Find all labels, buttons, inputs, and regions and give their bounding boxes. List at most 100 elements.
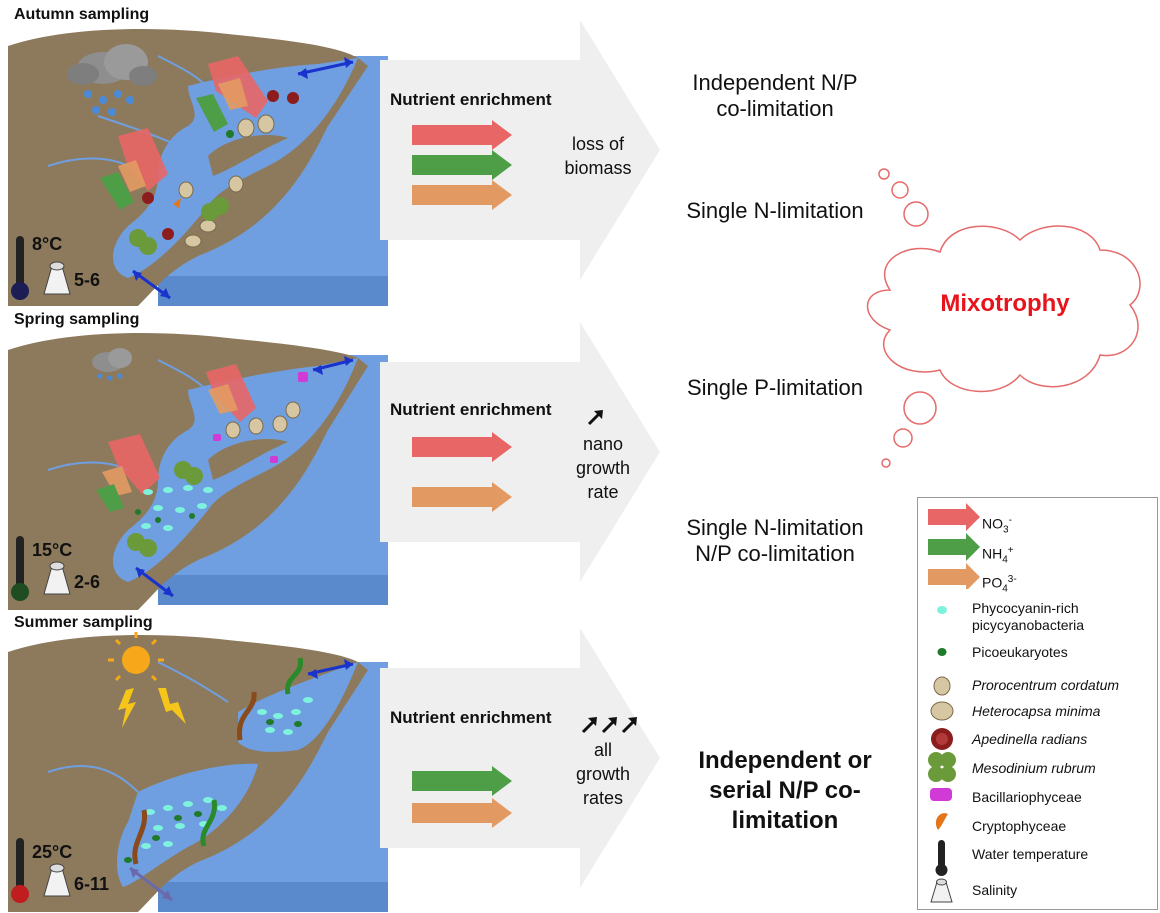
legend-nh4-base: NH <box>982 545 1003 562</box>
spring-temperature: 15°C <box>32 540 73 560</box>
heterocapsa-icon <box>930 701 954 721</box>
legend-nutrient-arrows <box>928 503 980 589</box>
outcome-spring-2: Single N-limitation N/P co-limitation <box>650 515 900 567</box>
legend-po4-sup: 3- <box>1007 574 1017 585</box>
legend-nh4-sup: + <box>1007 545 1014 556</box>
summer-effect-line-1: all <box>593 740 612 760</box>
spring-effect: nano growth rate <box>568 432 638 504</box>
panel-title-autumn: Autumn sampling <box>14 6 150 23</box>
summer-temperature: 25°C <box>32 842 73 862</box>
autumn-process-chevron <box>380 20 660 280</box>
summer-effect-line-3: rates <box>582 788 624 808</box>
outcome-spring-2-line-1: Single N-limitation <box>686 515 864 540</box>
legend-salinity: Salinity <box>972 882 1018 898</box>
outcome-spring-1: Single P-limitation <box>686 375 864 400</box>
spring-effect-line-2: growth <box>575 458 631 478</box>
no3-arrow-icon <box>412 432 512 462</box>
legend-no3: NO3- <box>982 512 1012 538</box>
spring-salinity: 2-6 <box>74 572 101 592</box>
summer-effect-line-2: growth <box>575 764 631 784</box>
salt-shaker-icon <box>43 561 71 595</box>
autumn-estuary-illustration <box>8 29 388 306</box>
legend-heterocapsa: Heterocapsa minima <box>972 703 1101 719</box>
salt-shaker-icon <box>930 878 953 903</box>
legend-organism-icons <box>928 606 956 903</box>
spring-estuary-illustration <box>8 333 388 610</box>
legend-bacillariophyceae: Bacillariophyceae <box>972 789 1082 805</box>
legend-nh4-sub: 4 <box>1002 554 1008 566</box>
no3-arrow-icon <box>928 503 980 531</box>
legend <box>917 497 1158 910</box>
outcome-spring-2-line-2: N/P co-limitation <box>695 541 855 566</box>
outcome-autumn-1-line-1: Independent N/P <box>692 70 858 95</box>
autumn-effect: loss of biomass <box>548 132 648 180</box>
nh4-arrow-icon <box>928 533 980 561</box>
mesodinium-icon <box>928 752 956 782</box>
legend-picoeukaryotes: Picoeukaryotes <box>972 644 1068 660</box>
legend-po4: PO43- <box>982 571 1017 597</box>
outcome-summer-line-1: Independent or <box>698 747 872 774</box>
outcome-autumn-2: Single N-limitation <box>686 198 864 223</box>
legend-po4-sub: 4 <box>1002 583 1008 595</box>
salt-shaker-icon <box>43 261 71 295</box>
apedinella-icon <box>931 728 953 750</box>
salt-shaker-icon <box>43 863 71 897</box>
spring-effect-line-3: rate <box>587 482 619 502</box>
green-dot-icon <box>937 648 947 656</box>
no3-arrow-icon <box>412 120 512 150</box>
thermometer-icon <box>935 840 948 876</box>
thermometer-icon <box>11 236 29 300</box>
legend-no3-sup: - <box>1008 515 1012 526</box>
outcome-autumn-1-line-2: co-limitation <box>716 96 834 121</box>
sun-icon <box>108 632 186 728</box>
nh4-arrow-icon <box>412 766 512 796</box>
spring-nutrient-arrows <box>412 432 512 512</box>
nh4-arrow-icon <box>412 150 512 180</box>
legend-cryptophyceae: Cryptophyceae <box>972 818 1067 834</box>
autumn-temperature: 8°C <box>32 234 63 254</box>
spring-effect-line-1: nano <box>582 434 624 454</box>
up-arrow-single-icon <box>587 410 603 426</box>
legend-water-temperature: Water temperature <box>972 846 1089 862</box>
spring-process-chevron <box>380 322 660 582</box>
legend-phycocyanin: Phycocyanin-rich picycyanobacteria <box>972 600 1084 634</box>
legend-po4-base: PO <box>982 574 1003 591</box>
estuary-water <box>113 58 358 278</box>
legend-phycocyanin-line-1: Phycocyanin-rich <box>972 600 1079 616</box>
panel-title-spring: Spring sampling <box>14 311 140 328</box>
mixotrophy-label: Mixotrophy <box>940 290 1070 317</box>
cyan-oval-icon <box>937 606 947 614</box>
cryptophyte-icon <box>935 813 948 830</box>
autumn-salinity: 5-6 <box>74 270 101 290</box>
rain-cloud-icon <box>92 348 132 381</box>
po4-arrow-icon <box>412 482 512 512</box>
autumn-nutrient-title: Nutrient enrichment <box>390 90 552 109</box>
prorocentrum-icon <box>933 676 951 696</box>
outcome-summer: Independent or serial N/P co- limitation <box>665 746 905 836</box>
outcome-autumn-1: Independent N/P co-limitation <box>650 70 900 122</box>
legend-no3-base: NO <box>982 515 1003 532</box>
legend-apedinella: Apedinella radians <box>972 731 1088 747</box>
legend-mesodinium: Mesodinium rubrum <box>972 760 1096 776</box>
up-arrow-triple-icon <box>581 717 637 734</box>
outcome-summer-line-2: serial N/P co- <box>709 777 861 804</box>
thermometer-icon <box>11 536 29 601</box>
legend-phycocyanin-line-2: picycyanobacteria <box>972 617 1085 633</box>
summer-salinity: 6-11 <box>74 874 110 894</box>
outcome-summer-line-3: limitation <box>731 807 839 834</box>
rain-cloud-icon <box>67 44 157 116</box>
summer-nutrient-arrows <box>412 766 512 828</box>
po4-arrow-icon <box>412 798 512 828</box>
summer-nutrient-title: Nutrient enrichment <box>390 708 552 727</box>
legend-prorocentrum: Prorocentrum cordatum <box>972 677 1120 693</box>
mixotrophy-thought-cloud <box>866 168 1141 468</box>
autumn-nutrient-arrows <box>412 120 512 210</box>
panel-title-summer: Summer sampling <box>14 614 153 631</box>
po4-arrow-icon <box>928 563 980 589</box>
diatom-icon <box>930 788 952 801</box>
legend-nh4: NH4+ <box>982 542 1014 568</box>
spring-nutrient-title: Nutrient enrichment <box>390 400 552 419</box>
summer-estuary-illustration <box>8 632 388 912</box>
legend-no3-sub: 3 <box>1003 524 1009 536</box>
autumn-effect-line-2: biomass <box>564 158 632 178</box>
